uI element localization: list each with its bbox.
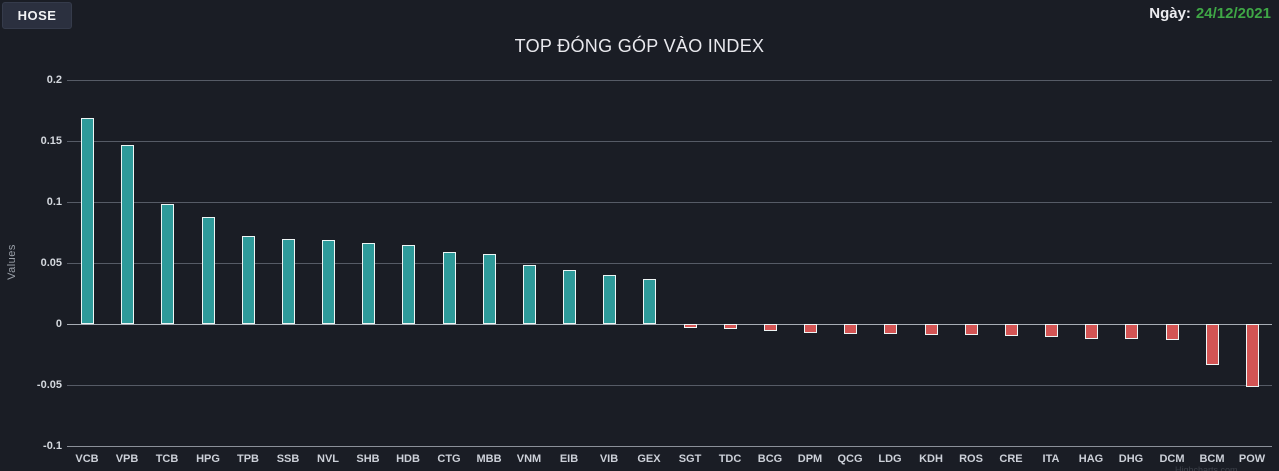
x-label-bcm: BCM (1199, 453, 1225, 465)
bar-ctg[interactable] (443, 252, 456, 324)
bar-vnm[interactable] (523, 265, 536, 324)
bar-ldg[interactable] (884, 324, 897, 334)
x-label-ldg: LDG (878, 453, 902, 465)
bar-dhg[interactable] (1125, 324, 1138, 339)
bar-hpg[interactable] (202, 217, 215, 324)
y-tick-label-0.2: 0.2 (46, 74, 62, 86)
x-label-ssb: SSB (276, 453, 300, 465)
gridline--0.1 (67, 446, 1272, 447)
date-value: 24/12/2021 (1195, 5, 1271, 22)
gridline-0.1 (67, 202, 1272, 203)
x-label-kdh: KDH (919, 453, 943, 465)
x-label-sgt: SGT (678, 453, 702, 465)
bar-vib[interactable] (603, 275, 616, 324)
gridline-0.05 (67, 263, 1272, 264)
y-tick-label-0.1: 0.1 (46, 196, 62, 208)
bar-qcg[interactable] (844, 324, 857, 334)
bar-kdh[interactable] (925, 324, 938, 335)
x-label-ctg: CTG (437, 453, 461, 465)
bar-cre[interactable] (1005, 324, 1018, 336)
bar-pow[interactable] (1246, 324, 1259, 387)
x-label-hdb: HDB (396, 453, 420, 465)
bar-dpm[interactable] (804, 324, 817, 333)
bar-bcg[interactable] (764, 324, 777, 331)
x-label-cre: CRE (999, 453, 1023, 465)
bar-sgt[interactable] (684, 324, 697, 328)
x-label-shb: SHB (356, 453, 380, 465)
x-label-ita: ITA (1042, 453, 1060, 465)
gridline-0 (67, 324, 1272, 325)
bar-mbb[interactable] (483, 254, 496, 324)
chart-credit-link[interactable]: Highcharts.com (1175, 465, 1238, 471)
x-label-hag: HAG (1078, 453, 1104, 465)
x-label-gex: GEX (637, 453, 661, 465)
x-label-eib: EIB (559, 453, 579, 465)
x-label-nvl: NVL (317, 453, 339, 465)
x-label-hpg: HPG (196, 453, 220, 465)
y-tick-label-0.05: 0.05 (40, 257, 62, 269)
bar-ssb[interactable] (282, 239, 295, 324)
bar-bcm[interactable] (1206, 324, 1219, 365)
bar-dcm[interactable] (1166, 324, 1179, 340)
bar-eib[interactable] (563, 270, 576, 324)
x-label-dpm: DPM (797, 453, 823, 465)
bar-nvl[interactable] (322, 240, 335, 324)
x-label-tpb: TPB (237, 453, 259, 465)
x-label-bcg: BCG (757, 453, 783, 465)
bar-ros[interactable] (965, 324, 978, 335)
y-tick-label-0: 0 (55, 318, 62, 330)
x-label-dhg: DHG (1118, 453, 1144, 465)
bar-tdc[interactable] (724, 324, 737, 329)
bar-vpb[interactable] (121, 145, 134, 324)
y-tick-label--0.1: -0.1 (43, 440, 62, 452)
bar-tcb[interactable] (161, 204, 174, 324)
date-display: Ngày: 24/12/2021 (1149, 5, 1271, 22)
x-label-vpb: VPB (115, 453, 139, 465)
market-tab-hose[interactable]: HOSE (2, 2, 72, 29)
y-tick-label-0.15: 0.15 (40, 135, 62, 147)
x-label-dcm: DCM (1159, 453, 1185, 465)
bar-hdb[interactable] (402, 245, 415, 324)
x-label-tdc: TDC (718, 453, 742, 465)
x-label-pow: POW (1238, 453, 1266, 465)
x-label-qcg: QCG (837, 453, 863, 465)
gridline-0.2 (67, 80, 1272, 81)
gridline--0.05 (67, 385, 1272, 386)
x-label-vcb: VCB (75, 453, 99, 465)
x-label-mbb: MBB (476, 453, 502, 465)
x-label-vnm: VNM (516, 453, 542, 465)
bar-vcb[interactable] (81, 118, 94, 324)
gridline-0.15 (67, 141, 1272, 142)
bar-ita[interactable] (1045, 324, 1058, 337)
x-label-ros: ROS (959, 453, 983, 465)
x-label-vib: VIB (599, 453, 619, 465)
x-label-tcb: TCB (155, 453, 179, 465)
date-label: Ngày: (1149, 5, 1191, 22)
bar-gex[interactable] (643, 279, 656, 324)
bar-shb[interactable] (362, 243, 375, 324)
bar-tpb[interactable] (242, 236, 255, 324)
y-tick-label--0.05: -0.05 (36, 379, 62, 391)
bar-hag[interactable] (1085, 324, 1098, 339)
chart-title: TOP ĐÓNG GÓP VÀO INDEX (514, 36, 765, 56)
